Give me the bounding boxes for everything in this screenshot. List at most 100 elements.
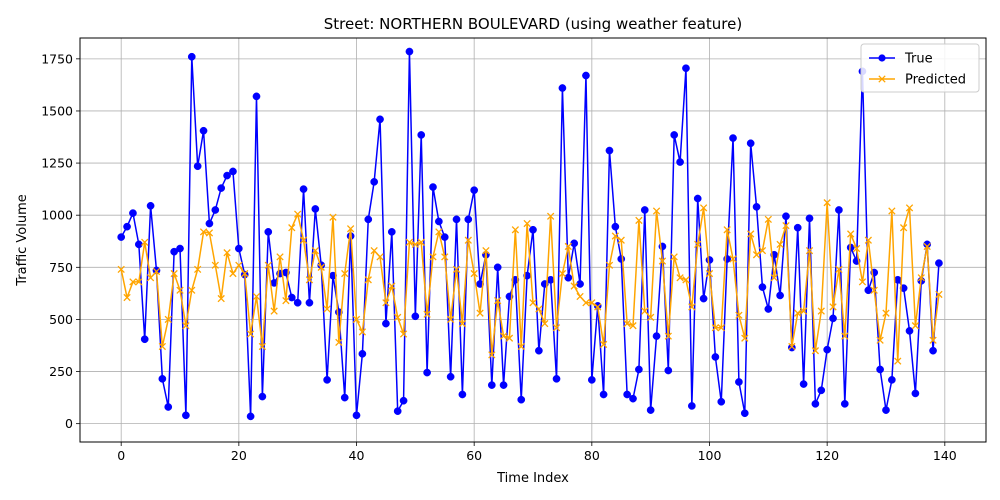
predicted-point (776, 240, 784, 249)
predicted-point (617, 236, 625, 244)
true-point (158, 374, 167, 383)
plot-frame (79, 37, 987, 443)
predicted-point (494, 297, 502, 305)
true-point (217, 184, 226, 192)
predicted-point (588, 299, 596, 307)
true-point (587, 376, 596, 384)
predicted-point (523, 219, 531, 228)
predicted-point (476, 309, 484, 317)
predicted-point (370, 246, 378, 255)
true-point (458, 390, 467, 399)
predicted-point (329, 213, 337, 221)
true-point (146, 201, 155, 210)
predicted-point (817, 307, 825, 315)
x-tick-label: 120 (815, 448, 839, 463)
true-point (552, 374, 561, 383)
predicted-point (164, 315, 172, 324)
predicted-point (423, 310, 431, 318)
y-axis-label: Traffic Volume (15, 194, 30, 287)
true-point (182, 411, 190, 420)
true-point (635, 365, 643, 374)
predicted-point (688, 303, 696, 311)
predicted-point (394, 313, 402, 321)
true-point (470, 186, 479, 195)
true-point (170, 247, 178, 256)
x-tick-label: 40 (349, 448, 365, 463)
true-point (864, 286, 873, 295)
predicted-point (647, 313, 655, 321)
predicted-point (652, 207, 661, 215)
predicted-point (470, 269, 478, 278)
true-point (823, 345, 832, 354)
y-tick-label: 1500 (41, 103, 73, 118)
predicted-point (576, 292, 584, 301)
predicted-point (317, 263, 325, 271)
predicted-point (699, 204, 708, 212)
y-tick-label: 1000 (41, 208, 73, 223)
true-point (176, 244, 184, 253)
predicted-point (629, 322, 637, 330)
x-tick-label: 100 (698, 448, 722, 463)
x-tick-label: 60 (466, 448, 482, 463)
predicted-point (705, 269, 714, 278)
true-point (535, 346, 543, 355)
predicted-point (235, 261, 243, 269)
axis-ticks: 0 20 40 60 80 100 120 140 0 250 500 750 1000 1250 1500… (41, 51, 957, 463)
true-point (352, 411, 361, 420)
predicted-point (882, 309, 890, 317)
predicted-point (564, 242, 572, 251)
predicted-point (917, 274, 925, 282)
predicted-point (135, 278, 143, 286)
predicted-point (517, 342, 525, 351)
predicted-point (205, 229, 214, 237)
true-point (929, 346, 937, 355)
predicted-point (241, 269, 249, 278)
predicted-point (858, 278, 867, 286)
predicted-point (723, 226, 731, 234)
predicted-point (764, 215, 772, 224)
true-point (911, 389, 920, 398)
predicted-point (411, 240, 419, 249)
predicted-point (158, 342, 167, 351)
true-point (664, 366, 673, 375)
true-point (164, 403, 173, 411)
true-point (764, 305, 773, 313)
predicted-point (741, 334, 749, 342)
predicted-point (599, 340, 608, 349)
predicted-point (446, 315, 455, 324)
y-tick-label: 500 (49, 312, 73, 327)
true-point (935, 259, 943, 267)
predicted-point (499, 332, 508, 340)
predicted-point (141, 238, 149, 246)
true-point (805, 214, 814, 223)
true-point (223, 171, 231, 180)
predicted-point (552, 324, 561, 332)
predicted-point (558, 269, 567, 278)
predicted-point (676, 274, 684, 282)
predicted-point (129, 278, 137, 286)
predicted-point (435, 228, 443, 236)
x-tick-label: 140 (933, 448, 957, 463)
true-point (134, 240, 143, 249)
true-point (829, 314, 837, 323)
true-point (905, 327, 914, 335)
predicted-point (635, 216, 643, 225)
predicted-point (664, 332, 672, 340)
predicted-point (711, 324, 720, 332)
predicted-point (505, 334, 514, 342)
predicted-point (535, 305, 543, 313)
true-point (358, 349, 367, 358)
true-point (693, 194, 702, 203)
true-point (617, 255, 626, 263)
predicted-point (211, 261, 219, 269)
true-point (517, 395, 526, 404)
true-point (611, 222, 620, 231)
true-point (605, 146, 614, 155)
true-point (487, 381, 496, 389)
true-point (687, 402, 696, 410)
true-point (376, 115, 384, 124)
predicted-point (758, 246, 767, 255)
predicted-point (229, 269, 237, 278)
predicted-point (735, 311, 743, 319)
predicted-point (458, 319, 467, 328)
